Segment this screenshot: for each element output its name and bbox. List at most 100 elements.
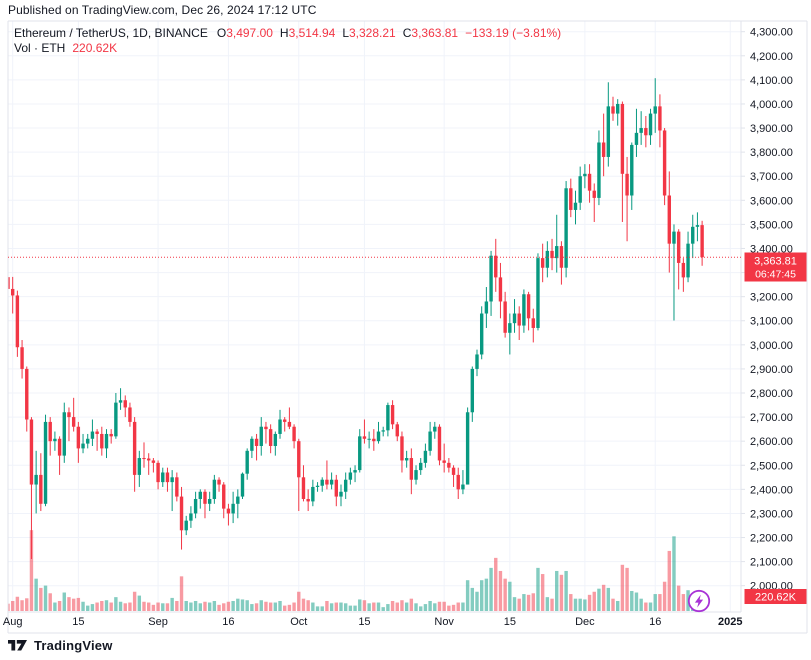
flash-icon[interactable] — [687, 589, 711, 613]
candle-body — [517, 313, 521, 326]
high-label: H — [279, 26, 289, 40]
candle-body — [536, 258, 540, 328]
candle-body — [611, 106, 615, 114]
tradingview-logo[interactable]: TradingView — [8, 638, 113, 653]
low-label: L — [342, 26, 349, 40]
candle-body — [419, 462, 423, 471]
candle-body — [10, 288, 15, 296]
volume-bar — [184, 600, 188, 611]
candle-body — [630, 144, 634, 196]
volume-bar — [437, 601, 442, 611]
volume-bar — [48, 593, 52, 611]
volume-bar — [611, 598, 615, 611]
volume-bar — [10, 600, 15, 611]
candle-body — [118, 400, 123, 403]
volume-bar — [667, 550, 671, 611]
candle-body — [540, 258, 545, 268]
candle-body — [353, 470, 357, 473]
candle-body — [498, 277, 503, 302]
price-axis-label: 3,700.00 — [750, 171, 793, 183]
volume-bar — [461, 602, 465, 611]
current-price-badge: 3,363.81 06:47:45 — [744, 252, 807, 282]
candle-body — [512, 313, 517, 324]
candle-body — [297, 441, 301, 478]
volume-bar — [15, 596, 20, 611]
price-axis-label: 4,300.00 — [750, 27, 793, 39]
price-axis-label: 3,400.00 — [750, 243, 793, 255]
current-volume-badge: 220.62K — [744, 589, 807, 604]
candle-body — [132, 421, 137, 475]
candle-body — [301, 477, 306, 499]
volume-bar — [451, 604, 456, 611]
volume-bar — [653, 594, 657, 611]
candle-body — [522, 294, 526, 326]
candle-body — [414, 470, 418, 480]
volume-bar — [362, 600, 367, 611]
volume-legend[interactable]: Vol · ETH 220.62K — [14, 41, 117, 55]
volume-bar — [39, 587, 43, 611]
volume-bar — [86, 605, 90, 611]
volume-bar — [559, 574, 564, 611]
volume-bar — [447, 605, 451, 611]
candle-body — [67, 412, 71, 418]
candle-body — [376, 431, 381, 442]
volume-bar — [555, 570, 559, 611]
candle-body — [681, 262, 686, 278]
volume-bar — [231, 600, 235, 611]
volume-bar — [498, 570, 503, 611]
candle-body — [273, 433, 278, 446]
volume-bar — [428, 600, 432, 611]
candle-body — [531, 318, 535, 328]
volume-bar — [676, 585, 681, 611]
candle-body — [470, 368, 475, 413]
candle-body — [278, 419, 282, 434]
price-axis-label: 2,800.00 — [750, 388, 793, 400]
candle-body — [34, 474, 38, 485]
candle-body — [573, 202, 578, 210]
candle-body — [653, 106, 657, 114]
candle-body — [648, 113, 653, 136]
candle-body — [559, 246, 564, 268]
volume-bar — [297, 591, 301, 611]
volume-bar — [236, 598, 240, 611]
candle-body — [592, 190, 596, 198]
candle-body — [217, 479, 221, 485]
volume-bar — [578, 598, 582, 611]
candle-body — [95, 431, 99, 434]
open-label: O — [216, 26, 227, 40]
candle-body — [147, 458, 151, 461]
candle-body — [564, 188, 568, 268]
candle-body — [447, 462, 451, 468]
candle-body — [165, 472, 170, 483]
volume-bar — [179, 576, 184, 611]
candle-body — [456, 474, 460, 490]
candle-body — [451, 467, 456, 475]
volume-bar — [484, 578, 489, 611]
volume-bar — [616, 600, 620, 611]
candle-body — [400, 436, 404, 461]
volume-bar — [147, 602, 151, 611]
volume-bar — [123, 603, 127, 611]
candle-body — [578, 176, 582, 203]
time-axis-label: 15 — [358, 616, 370, 628]
volume-bar — [67, 597, 71, 611]
volume-bar — [189, 602, 193, 611]
candle-body — [550, 250, 554, 259]
candle-body — [53, 438, 57, 442]
candle-body — [325, 479, 329, 485]
volume-bar — [372, 602, 376, 611]
volume-bar — [625, 567, 629, 611]
candle-body — [128, 407, 132, 422]
volume-bar — [634, 592, 639, 611]
volume-bar — [81, 601, 85, 611]
volume-bar — [306, 600, 310, 611]
symbol-legend[interactable]: Ethereum / TetherUS, 1D, BINANCE O3,497.0… — [14, 26, 561, 40]
candle-body — [494, 255, 498, 278]
volume-bar — [419, 606, 423, 611]
candle-body — [264, 426, 268, 430]
volume-bar — [395, 602, 399, 611]
price-axis-label: 2,300.00 — [750, 508, 793, 520]
candle-body — [625, 173, 629, 196]
volume-bar — [400, 600, 404, 611]
low-value: 3,328.21 — [349, 26, 396, 40]
